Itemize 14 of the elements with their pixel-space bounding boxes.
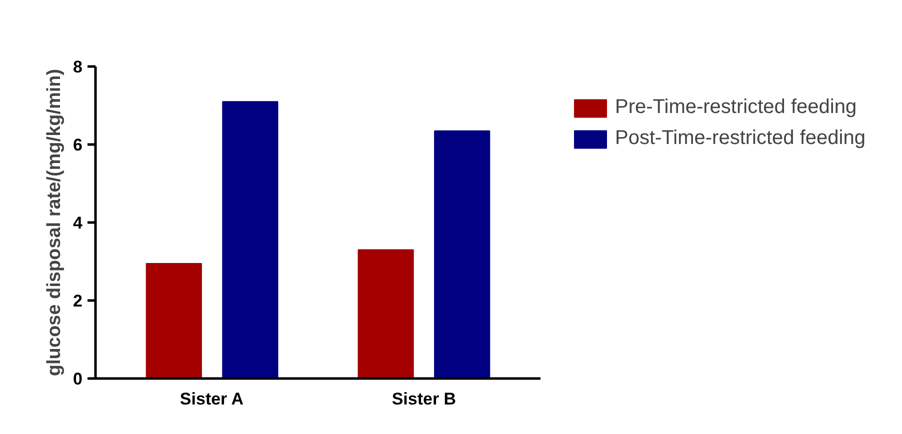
- bar: [434, 130, 490, 378]
- bar: [146, 262, 202, 378]
- y-axis-title: glucose disposal rate/(mg/kg/min): [44, 68, 66, 376]
- bar: [222, 101, 278, 378]
- legend-label: Pre-Time-restricted feeding: [615, 96, 857, 119]
- y-tick-label: 8: [73, 58, 83, 76]
- bar: [358, 249, 414, 378]
- y-tick-label: 2: [73, 292, 83, 310]
- legend-label: Post-Time-restricted feeding: [615, 127, 866, 150]
- x-tick-label: Sister A: [180, 390, 244, 408]
- y-tick-label: 4: [73, 214, 84, 232]
- y-tick-label: 0: [73, 370, 83, 388]
- x-tick-label: Sister B: [392, 390, 456, 408]
- y-tick-label: 6: [73, 136, 83, 154]
